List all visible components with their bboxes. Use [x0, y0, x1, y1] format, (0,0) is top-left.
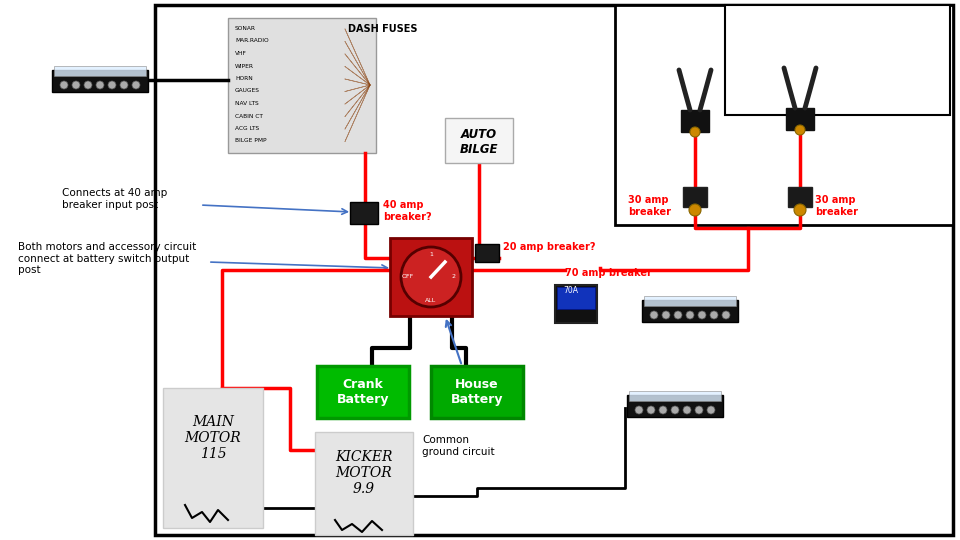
Circle shape	[698, 311, 706, 319]
Circle shape	[671, 406, 679, 414]
Circle shape	[710, 311, 718, 319]
Bar	[228, 18, 376, 153]
Circle shape	[650, 311, 658, 319]
Circle shape	[108, 81, 116, 89]
Text: 1: 1	[429, 252, 433, 256]
Text: 20 amp breaker?: 20 amp breaker?	[503, 242, 595, 252]
Circle shape	[795, 125, 805, 135]
Bar	[642, 300, 738, 322]
Text: Both motors and accessory circuit
connect at battery switch output
post: Both motors and accessory circuit connec…	[18, 242, 196, 275]
Circle shape	[635, 406, 643, 414]
Text: SONAR: SONAR	[235, 26, 256, 31]
Circle shape	[690, 127, 700, 137]
Text: 30 amp
breaker: 30 amp breaker	[628, 195, 671, 217]
Text: 30 amp
breaker: 30 amp breaker	[815, 195, 858, 217]
Text: DASH FUSES: DASH FUSES	[348, 24, 418, 34]
Text: House
Battery: House Battery	[451, 378, 503, 406]
Bar	[786, 108, 814, 130]
Bar	[155, 5, 953, 535]
Circle shape	[84, 81, 92, 89]
Text: Common
ground circuit: Common ground circuit	[422, 435, 494, 457]
Circle shape	[401, 247, 461, 307]
Text: ALL: ALL	[425, 298, 437, 302]
Bar	[557, 287, 595, 309]
Bar	[644, 296, 736, 306]
Text: HORN: HORN	[235, 76, 252, 81]
Bar	[627, 395, 723, 417]
Text: CABIN CT: CABIN CT	[235, 113, 263, 118]
Bar	[475, 244, 499, 262]
Text: Connects at 40 amp
breaker input post: Connects at 40 amp breaker input post	[62, 188, 167, 210]
Text: Crank
Battery: Crank Battery	[337, 378, 389, 406]
Text: GAUGES: GAUGES	[235, 89, 260, 93]
FancyBboxPatch shape	[317, 366, 409, 418]
Circle shape	[60, 81, 68, 89]
Bar	[54, 66, 146, 76]
Bar	[683, 187, 707, 207]
Circle shape	[72, 81, 80, 89]
Circle shape	[683, 406, 691, 414]
Text: ACG LTS: ACG LTS	[235, 126, 259, 131]
Circle shape	[794, 204, 806, 216]
Bar	[788, 187, 812, 207]
Circle shape	[96, 81, 104, 89]
Text: VHF: VHF	[235, 51, 247, 56]
Circle shape	[659, 406, 667, 414]
Text: OFF: OFF	[402, 274, 414, 280]
Text: NAV LTS: NAV LTS	[235, 101, 259, 106]
Bar	[445, 118, 513, 163]
Circle shape	[707, 406, 715, 414]
Bar	[725, 5, 950, 115]
Circle shape	[722, 311, 730, 319]
Text: WIPER: WIPER	[235, 64, 254, 69]
Text: AUTO
BILGE: AUTO BILGE	[460, 128, 498, 156]
Text: 70 amp breaker: 70 amp breaker	[565, 268, 652, 278]
Bar	[681, 110, 709, 132]
Bar	[629, 391, 721, 401]
Bar	[52, 70, 148, 92]
Bar	[163, 388, 263, 528]
Circle shape	[689, 204, 701, 216]
Bar	[555, 285, 597, 323]
Text: 70A: 70A	[563, 286, 578, 295]
Bar	[615, 5, 953, 225]
Circle shape	[695, 406, 703, 414]
Text: 40 amp
breaker?: 40 amp breaker?	[383, 200, 432, 221]
Text: KICKER
MOTOR
9.9: KICKER MOTOR 9.9	[335, 450, 393, 496]
Circle shape	[647, 406, 655, 414]
Bar	[350, 202, 378, 224]
Circle shape	[132, 81, 140, 89]
Circle shape	[120, 81, 128, 89]
Text: MAIN
MOTOR
115: MAIN MOTOR 115	[184, 415, 241, 461]
Circle shape	[662, 311, 670, 319]
Circle shape	[686, 311, 694, 319]
Bar	[390, 238, 472, 316]
Text: MAR.RADIO: MAR.RADIO	[235, 38, 269, 44]
Text: 2: 2	[452, 274, 456, 280]
Bar	[315, 432, 413, 535]
Circle shape	[674, 311, 682, 319]
Text: BILGE PMP: BILGE PMP	[235, 138, 267, 144]
FancyBboxPatch shape	[431, 366, 523, 418]
